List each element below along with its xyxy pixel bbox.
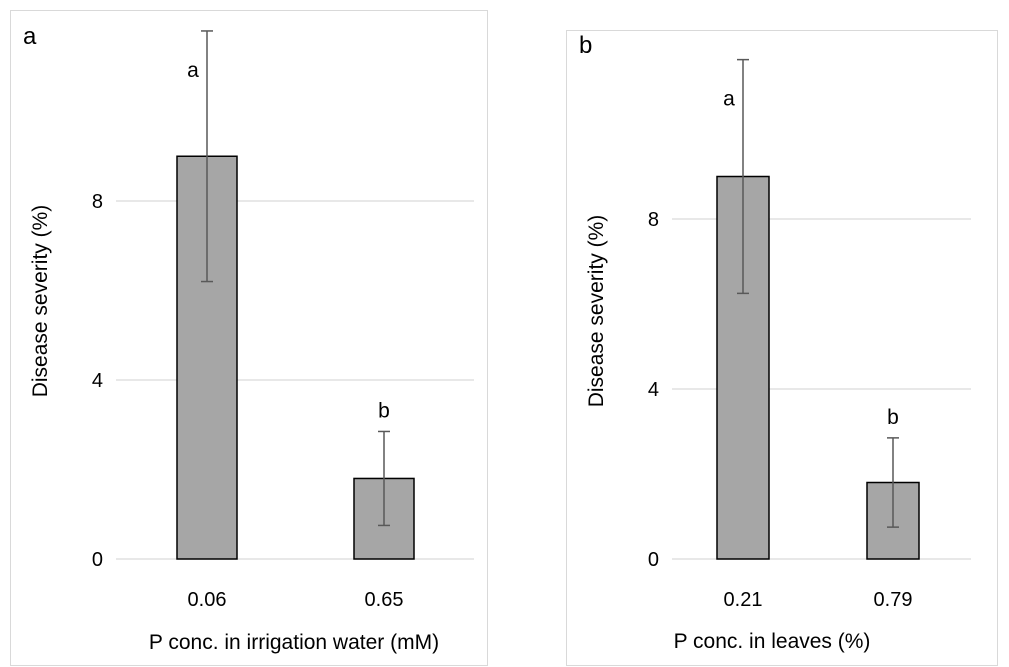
grid-lines-a [116,200,474,560]
y-axis-label-b: Disease severity (%) [585,215,608,408]
y-tick-labels-a: 0 4 8 [92,191,103,571]
x-tick-labels-b: 0.21 0.79 [724,589,913,611]
y-tick-a-4: 4 [92,370,103,392]
x-tick-a-0.06: 0.06 [188,589,227,611]
x-tick-b-0.79: 0.79 [874,589,913,611]
y-tick-a-0: 0 [92,549,103,571]
significance-a-0.06: a [187,59,199,82]
bars-b [716,175,920,560]
significance-letters-a: ab [187,59,390,423]
x-tick-labels-a: 0.06 0.65 [188,589,404,611]
significance-a-0.65: b [378,399,390,422]
significance-letters-b: ab [723,88,899,429]
panel-label-a: a [23,23,37,50]
x-axis-label-b: P conc. in leaves (%) [674,630,871,653]
y-tick-b-0: 0 [648,549,659,571]
y-axis-label-a: Disease severity (%) [29,205,52,398]
chart-a-svg: a ab 048 0.06 0.65 Disease severity (%) P… [23,23,474,654]
x-tick-a-0.65: 0.65 [365,589,404,611]
y-tick-b-4: 4 [648,379,659,401]
bars-a [176,155,415,560]
significance-b-0.79: b [887,406,899,429]
error-bars-a [201,30,390,527]
error-bars-b [737,58,899,528]
x-axis-label-a: P conc. in irrigation water (mM) [149,631,439,654]
chart-b-svg: b ab 048 0.21 0.79 Disease severity (%) P… [579,32,971,653]
y-tick-b-8: 8 [648,209,659,231]
y-tick-labels-b: 0 4 8 [648,209,659,571]
significance-b-0.21: a [723,88,735,111]
panel-label-b: b [579,32,592,59]
x-tick-b-0.21: 0.21 [724,589,763,611]
y-tick-a-8: 8 [92,191,103,213]
